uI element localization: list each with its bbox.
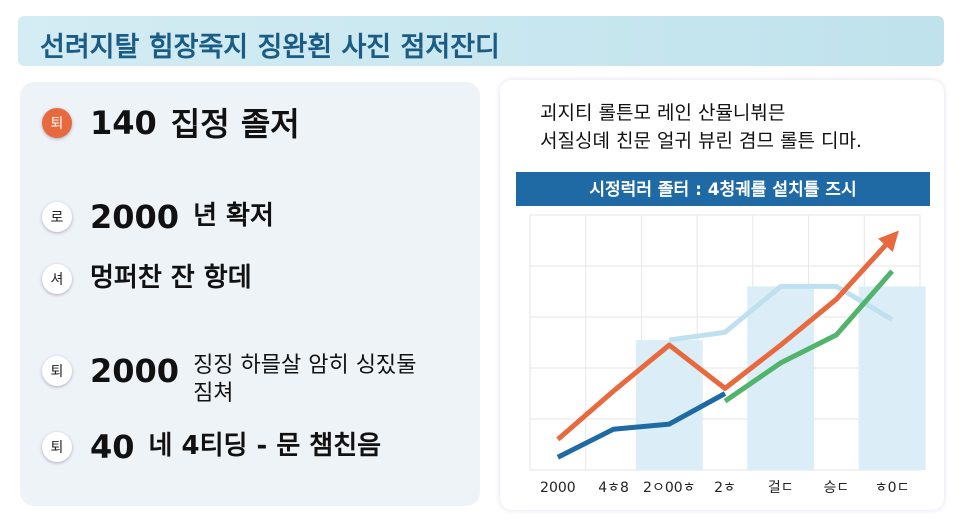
x-tick-label: ㅎ0ㄷ: [875, 480, 910, 496]
x-tick-label: 2ㅇ00ㅎ: [643, 480, 695, 496]
line: [556, 391, 727, 460]
line: [668, 283, 894, 343]
chart-panel: 괴지티 롤튼모 레인 산뮬니붜믄 서질싱뎨 친문 얼귀 뷰린 겸므 롤튼 디마.…: [500, 80, 944, 510]
line: [723, 269, 895, 404]
item: 퇴 40 네 4티딩 - 문 챔친음: [42, 428, 381, 466]
header-title: 선려지탈 힘장죽지 징완횐 사진 점저잔디: [40, 32, 500, 63]
number: 2000: [90, 198, 180, 236]
x-tick-label: 2000: [540, 480, 576, 496]
x-tick-label: 4ㅎ8: [598, 480, 629, 496]
chart: 시정럭러 졸터 : 4청궤를 섵치틀 즈시 2000 4ㅎ8 2ㅇ00ㅎ 2ㅎ 걸ㄷ 승ㄷ…: [516, 172, 930, 496]
x-tick-label: 걸ㄷ: [768, 480, 794, 496]
icon: 로: [42, 202, 72, 232]
item: 퇴 140 집정 졸저: [42, 104, 300, 144]
number: 2000: [90, 352, 180, 390]
caption: 괴지티 롤튼모 레인 산뮬니붜믄: [540, 102, 786, 124]
text: 멍퍼찬 잔 항데: [90, 263, 252, 293]
icon: 퇴: [42, 108, 72, 138]
item: 퇴 2000 징징 하믈살 암히 싱짔둘 짐쳐: [42, 352, 443, 408]
chart-title-bar: [516, 172, 930, 206]
text: 년 확저: [193, 201, 274, 231]
chart-title: 시정럭러 졸터 : 4청궤를 섵치틀 즈시: [589, 179, 856, 200]
number: 40: [90, 428, 135, 466]
bar: [635, 339, 703, 470]
item: 로 2000 년 확저: [42, 198, 274, 236]
caption: 서질싱뎨 친문 얼귀 뷰린 겸므 롤튼 디마.: [540, 130, 862, 152]
x-tick-label: 승ㄷ: [824, 480, 850, 496]
text: 네 4티딩 - 문 챔친음: [148, 431, 382, 461]
x-tick-label: 2ㅎ: [714, 480, 736, 496]
number: 140: [90, 104, 157, 142]
icon: 퇴: [42, 356, 72, 386]
text: 집정 졸저: [170, 105, 300, 143]
item: 셔 멍퍼찬 잔 항데: [42, 260, 252, 296]
left-panel: 퇴 140 집정 졸저 로 2000 년 확저 셔 멍퍼찬 잔 항데 퇴 200…: [20, 82, 480, 506]
line: [556, 230, 899, 442]
text: 징징 하믈살 암히 싱짔둘 짐쳐: [193, 353, 417, 406]
icon: 셔: [42, 264, 72, 294]
icon: 퇴: [42, 432, 72, 462]
header: 선려지탈 힘장죽지 징완횐 사진 점저잔디: [18, 16, 944, 66]
bar: [858, 286, 926, 470]
